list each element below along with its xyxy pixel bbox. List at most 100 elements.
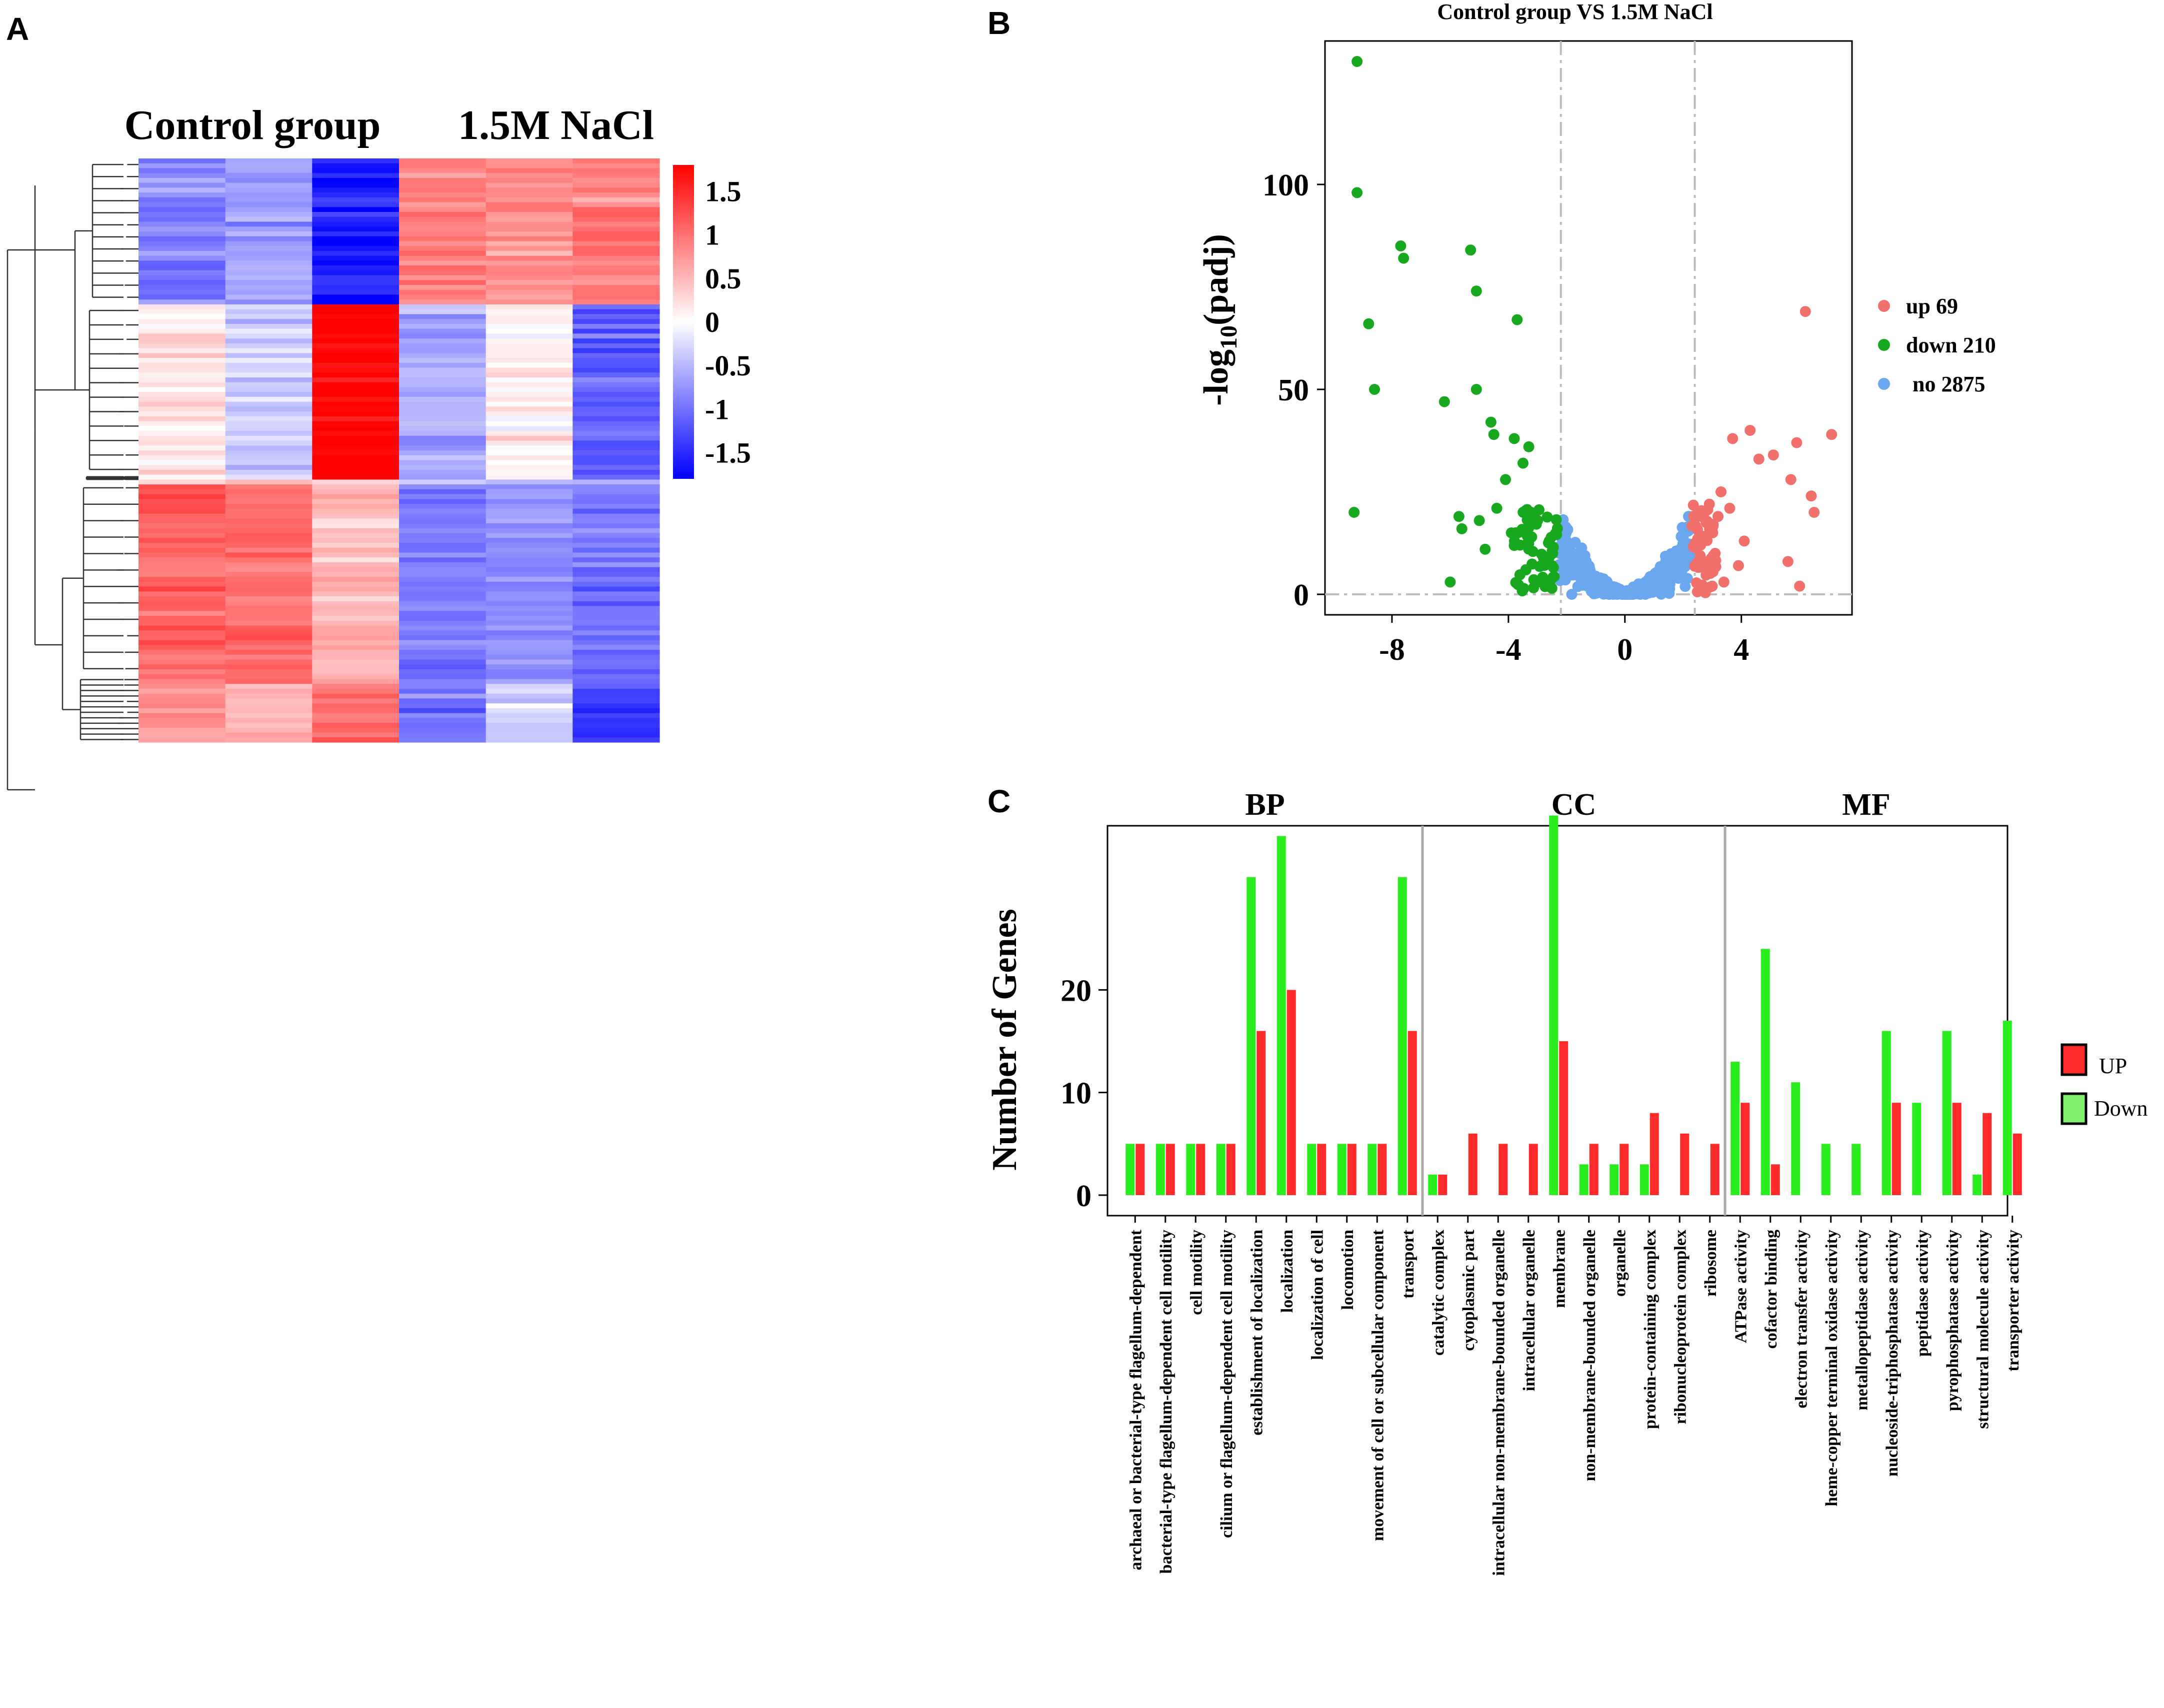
heatmap-cell [138, 435, 226, 441]
bar-category-label: localization of cell [1308, 1230, 1326, 1360]
heatmap-cell [312, 538, 400, 543]
heatmap-cell [399, 416, 486, 422]
heatmap-cell [138, 255, 226, 261]
heatmap-cell [399, 499, 486, 504]
heatmap-cell [486, 664, 573, 670]
volcano-points-down [1348, 56, 1563, 597]
heatmap-cell [399, 236, 486, 242]
heatmap-cell [572, 508, 660, 514]
heatmap-colorbar [673, 165, 694, 479]
heatmap-cell [486, 479, 573, 485]
heatmap-cell [486, 445, 573, 451]
heatmap-cell [572, 382, 660, 388]
heatmap-cell [225, 426, 312, 431]
heatmap-cell [572, 182, 660, 188]
volcano-ytick-label: 50 [1278, 373, 1309, 407]
volcano-point-down [1438, 396, 1450, 407]
heatmap-cell [399, 596, 486, 602]
heatmap-cell [486, 231, 573, 237]
heatmap-cell [572, 581, 660, 587]
heatmap-cell [225, 158, 312, 164]
heatmap-cell [399, 343, 486, 349]
heatmap-cell [486, 630, 573, 636]
heatmap-cell [225, 299, 312, 305]
heatmap-cell [572, 177, 660, 183]
heatmap-cell [138, 484, 226, 490]
heatmap-cell [399, 289, 486, 295]
heatmap-cell [486, 674, 573, 680]
heatmap-cell [138, 260, 226, 266]
heatmap-cell [312, 260, 400, 266]
heatmap-cell [225, 542, 312, 548]
heatmap-cell [312, 231, 400, 237]
bar-category-label: establishment of localization [1248, 1230, 1266, 1436]
volcano-point-no [1588, 575, 1600, 586]
heatmap-cell [138, 577, 226, 582]
heatmap-cell [225, 703, 312, 709]
heatmap-cell [572, 591, 660, 597]
heatmap-cell [572, 236, 660, 242]
heatmap-cell [225, 562, 312, 568]
bar-down [1610, 1164, 1619, 1195]
heatmap-cell [225, 669, 312, 675]
heatmap-cell [486, 260, 573, 266]
heatmap-cell [312, 343, 400, 349]
heatmap-cell [486, 353, 573, 358]
heatmap-cell [312, 216, 400, 222]
volcano-point-down [1523, 441, 1534, 452]
heatmap-cell [399, 435, 486, 441]
heatmap-cell [225, 294, 312, 300]
heatmap-cell [138, 684, 226, 689]
bar-up [1589, 1144, 1598, 1195]
heatmap-cell [399, 489, 486, 495]
volcano-legend: up 69 down 210 no 2875 [1878, 294, 1996, 396]
heatmap-cell [572, 226, 660, 232]
heatmap-cell [225, 202, 312, 207]
heatmap-cell [486, 358, 573, 363]
heatmap-cell [312, 309, 400, 315]
heatmap-cell [312, 611, 400, 616]
heatmap-cell [486, 601, 573, 607]
heatmap-cell [138, 392, 226, 397]
colorbar-tick-label: -1.5 [705, 437, 751, 469]
heatmap-cell [138, 732, 226, 738]
bar-up [1740, 1103, 1750, 1195]
heatmap-cell [225, 518, 312, 524]
heatmap-cell [225, 611, 312, 616]
heatmap-cell [399, 494, 486, 499]
heatmap-cell [312, 401, 400, 407]
bar-down [1760, 949, 1770, 1195]
bar-category-label: bacterial-type flagellum-dependent cell … [1157, 1230, 1176, 1574]
volcano-point-up [1688, 541, 1699, 552]
volcano-point-down [1474, 515, 1485, 526]
heatmap-cell [138, 615, 226, 621]
heatmap-cell [138, 654, 226, 660]
heatmap-cell [399, 465, 486, 470]
bar-up [1680, 1133, 1690, 1195]
bar-down [1942, 1031, 1952, 1195]
heatmap-cell [225, 319, 312, 324]
heatmap-cell [225, 396, 312, 402]
heatmap-cell [399, 202, 486, 207]
heatmap-cell [225, 382, 312, 388]
heatmap-cell [225, 348, 312, 353]
heatmap-cell [312, 372, 400, 378]
heatmap-cell [399, 319, 486, 324]
colorbar-tick-label: -0.5 [705, 349, 751, 382]
heatmap-cell [312, 567, 400, 572]
heatmap-cell [225, 338, 312, 344]
heatmap-cell [572, 280, 660, 285]
heatmap-cell [486, 246, 573, 251]
panel-label-b: B [988, 5, 1010, 41]
heatmap-cell [312, 542, 400, 548]
heatmap-cell [138, 182, 226, 188]
heatmap-cell [312, 358, 400, 363]
heatmap-cell [225, 465, 312, 470]
volcano-point-down [1526, 516, 1538, 527]
heatmap-cell [312, 207, 400, 212]
heatmap-cell [486, 421, 573, 426]
heatmap-cell [486, 552, 573, 558]
heatmap-cell [399, 518, 486, 524]
heatmap-cell [225, 713, 312, 718]
heatmap-cell [138, 202, 226, 207]
